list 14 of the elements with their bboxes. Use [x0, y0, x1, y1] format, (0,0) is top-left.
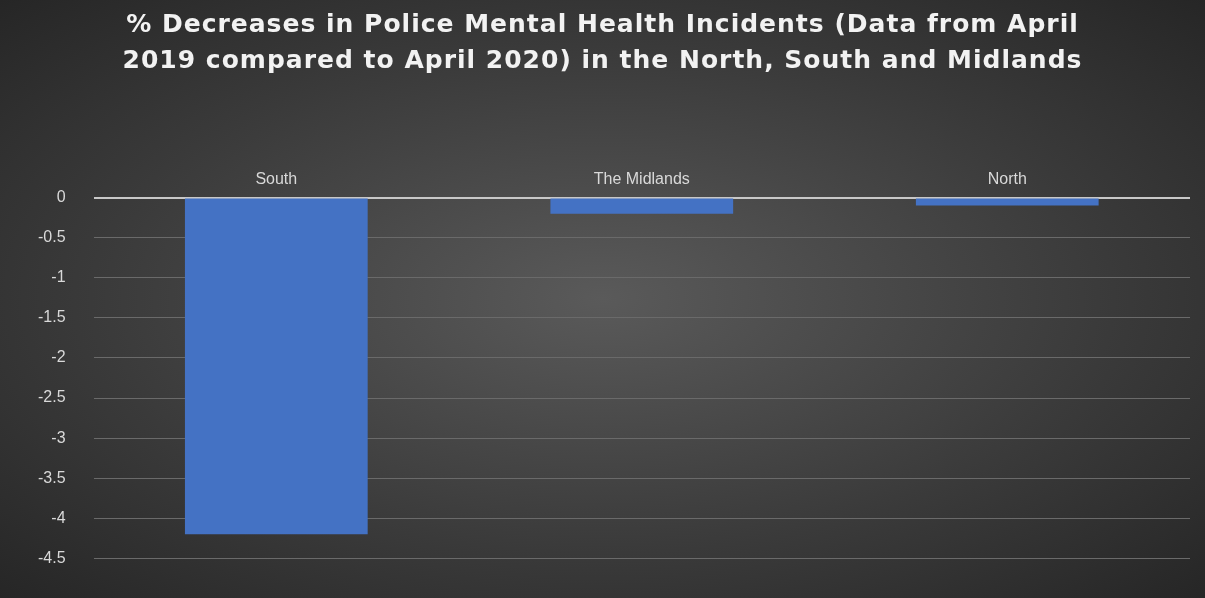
- y-tick-label: -4: [51, 508, 66, 526]
- y-tick-label: -1.5: [37, 308, 66, 326]
- y-tick-label: -2: [51, 348, 66, 366]
- y-tick-label: -3: [51, 428, 66, 446]
- y-tick-label: -1: [51, 268, 66, 286]
- y-tick-label: 0: [56, 188, 66, 206]
- x-tick-label: The Midlands: [593, 170, 690, 188]
- y-tick-label: -4.5: [37, 548, 66, 566]
- y-tick-label: -0.5: [37, 228, 66, 246]
- y-tick-label: -3.5: [37, 468, 66, 486]
- x-tick-label: North: [987, 170, 1027, 188]
- chart-title: % Decreases in Police Mental Health Incidents (Data from April 2019 compared to April 2020) in the North, South and Midlands: [121, 8, 1084, 76]
- y-tick-label: -2.5: [37, 388, 66, 406]
- x-tick-label: South: [255, 170, 298, 188]
